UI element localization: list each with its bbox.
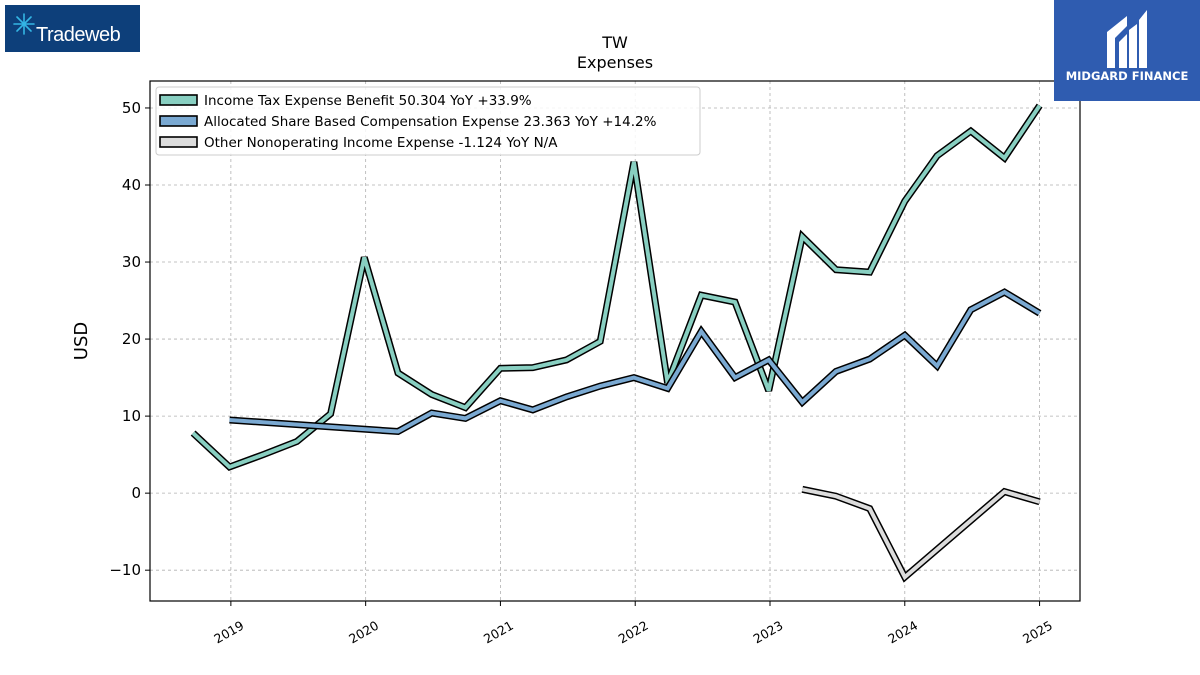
- chart-title: TW: [601, 33, 628, 52]
- y-axis-label: USD: [71, 322, 92, 360]
- y-tick-label: 50: [122, 99, 141, 117]
- series-1-line: [229, 289, 1041, 434]
- chart-subtitle: Expenses: [577, 53, 653, 72]
- midgard-finance-logo: MIDGARD FINANCE: [1054, 0, 1200, 101]
- x-tick-label: 2025: [1020, 618, 1055, 647]
- legend-label-2: Other Nonoperating Income Expense -1.124…: [204, 135, 558, 151]
- y-tick-label: 30: [122, 253, 141, 271]
- midgard-mark-icon: [1107, 10, 1147, 68]
- x-tick-label: 2021: [481, 618, 516, 647]
- x-tick-label: 2019: [211, 618, 246, 647]
- legend-label-0: Income Tax Expense Benefit 50.304 YoY +3…: [204, 93, 532, 109]
- x-tick-label: 2022: [616, 618, 651, 647]
- y-tick-label: 0: [131, 484, 141, 502]
- legend-swatch-1: [159, 115, 198, 127]
- plot-frame: [149, 80, 1081, 602]
- legend-label-1: Allocated Share Based Compensation Expen…: [204, 114, 657, 130]
- legend-swatch-2: [159, 136, 198, 148]
- tradeweb-logo: Tradeweb: [5, 5, 140, 52]
- legend-swatch-0: [159, 94, 198, 106]
- series-0-outline: [190, 103, 1043, 472]
- series-0-line: [191, 104, 1042, 470]
- x-tick-label: 2020: [346, 618, 381, 647]
- x-tick-label: 2024: [885, 618, 920, 647]
- starburst-icon: [13, 13, 35, 35]
- series-2-line: [801, 487, 1041, 581]
- legend-box: [155, 86, 701, 156]
- y-tick-label: −10: [109, 561, 141, 579]
- y-tick-label: 40: [122, 176, 141, 194]
- midgard-logo-text: MIDGARD FINANCE: [1065, 69, 1189, 83]
- y-tick-label: 20: [122, 330, 141, 348]
- x-tick-label: 2023: [750, 618, 785, 647]
- y-tick-label: 10: [122, 407, 141, 425]
- tradeweb-logo-text: Tradeweb: [36, 24, 121, 46]
